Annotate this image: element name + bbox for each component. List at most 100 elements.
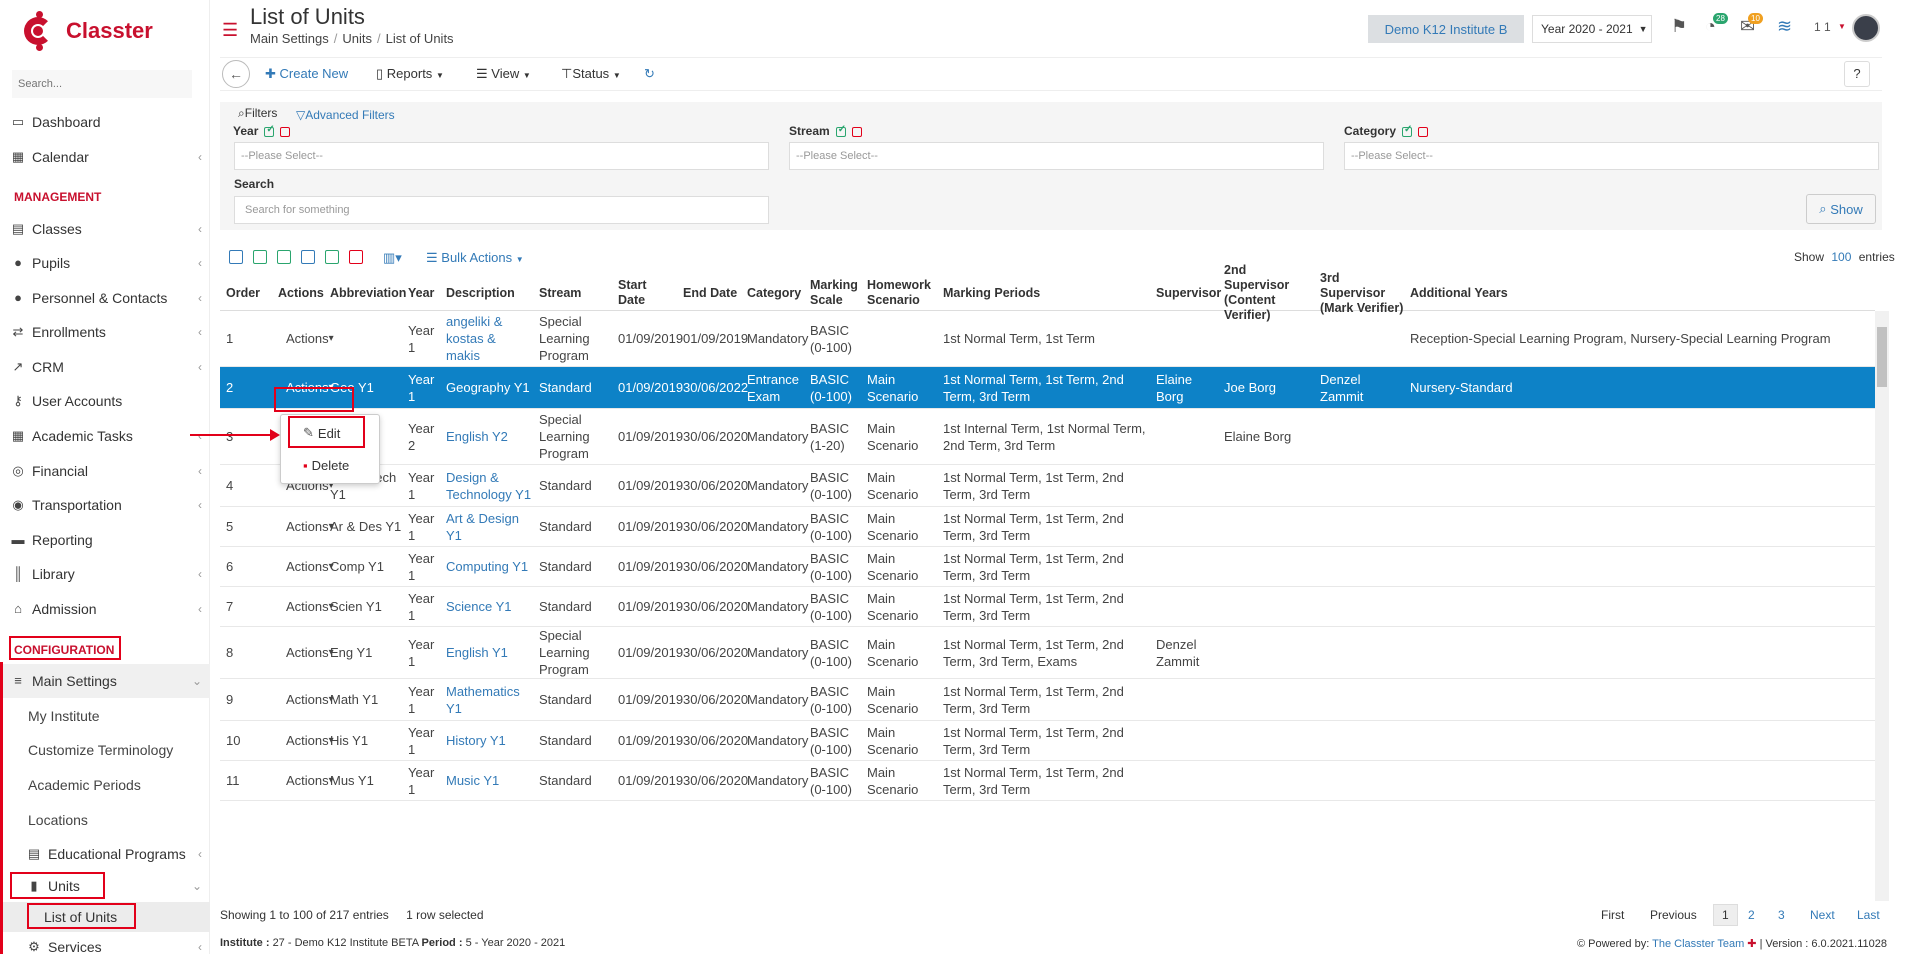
table-row[interactable]: 7 Actions ▾ Scien Y1 Year 1 Science Y1 Standa… [220, 587, 1875, 627]
export-csv-icon[interactable] [277, 250, 291, 264]
sidebar-item-customize-terminology[interactable]: Customize Terminology [0, 733, 210, 767]
sidebar-item-financial[interactable]: ◎ Financial ‹ [0, 454, 210, 488]
export-excel-icon[interactable] [253, 250, 267, 264]
cell-description[interactable]: Design & Technology Y1 [446, 465, 533, 506]
table-row[interactable]: 2 Actions ▾ Geo Y1 Year 1 Geography Y1 Standa… [220, 367, 1875, 409]
cell-description[interactable]: Mathematics Y1 [446, 679, 533, 720]
table-row[interactable]: 11 Actions ▾ Mus Y1 Year 1 Music Y1 Standard 0… [220, 761, 1875, 801]
column-header-supervisor[interactable]: Supervisor [1156, 275, 1218, 311]
sidebar-item-personnel[interactable]: ● Personnel & Contacts ‹ [0, 281, 210, 315]
copy-icon[interactable] [301, 250, 315, 264]
actions-button[interactable]: Actions ▾ [278, 311, 324, 366]
column-header-start-date[interactable]: Start Date [618, 275, 677, 311]
actions-button[interactable]: Actions ▾ [278, 627, 324, 678]
delete-menu-item[interactable]: ▪ Delete [281, 451, 381, 479]
sidebar-item-library[interactable]: ║ Library ‹ [0, 557, 210, 591]
cell-description[interactable]: Geography Y1 [446, 367, 533, 408]
breadcrumb-units[interactable]: Units [342, 31, 372, 46]
bulk-actions-button[interactable]: ☰ Bulk Actions ▼ [426, 250, 524, 266]
actions-button[interactable]: Actions ▾ [278, 547, 324, 586]
actions-button[interactable]: Actions ▾ [278, 679, 324, 720]
user-count[interactable]: 1 1 [1814, 20, 1831, 34]
scroll-thumb[interactable] [1877, 327, 1887, 387]
column-header-2nd-supervisor[interactable]: 2nd Supervisor (Content Verifier) [1224, 275, 1314, 311]
search-input[interactable]: Search for something [234, 196, 769, 224]
create-new-button[interactable]: ✚ Create New [265, 66, 348, 82]
select-all-icon[interactable] [264, 127, 274, 137]
sidebar-search-input[interactable] [12, 70, 192, 98]
cell-description[interactable]: English Y1 [446, 627, 533, 678]
print-icon[interactable] [229, 250, 243, 264]
table-row[interactable]: 6 Actions ▾ Comp Y1 Year 1 Computing Y1 Stand… [220, 547, 1875, 587]
cell-description[interactable]: Art & Design Y1 [446, 507, 533, 546]
select-all-icon[interactable] [325, 250, 339, 264]
flag-icon[interactable]: ⚑ [1671, 16, 1687, 37]
show-button[interactable]: ⌕ Show [1806, 194, 1876, 224]
sidebar-item-services[interactable]: ⚙ Services ‹ [0, 937, 210, 954]
sidebar-item-educational-programs[interactable]: ▤ Educational Programs ‹ [0, 837, 210, 871]
cell-description[interactable]: Computing Y1 [446, 547, 533, 586]
institute-button[interactable]: Demo K12 Institute B [1368, 15, 1524, 43]
sidebar-item-enrollments[interactable]: ⇄ Enrollments ‹ [0, 315, 210, 349]
actions-button[interactable]: Actions ▾ [278, 721, 324, 760]
deselect-icon[interactable] [349, 250, 363, 264]
cell-description[interactable]: History Y1 [446, 721, 533, 760]
avatar[interactable] [1852, 14, 1880, 42]
sidebar-item-dashboard[interactable]: ▭ Dashboard [0, 105, 210, 139]
column-header-stream[interactable]: Stream [539, 275, 612, 311]
status-button[interactable]: ⊤Status ▼ [561, 66, 621, 82]
table-row[interactable]: 4Actions ▾Des & Tech Y1Year 1Design & Te… [220, 465, 1875, 507]
pager-page-1[interactable]: 1 [1713, 908, 1738, 922]
cell-description[interactable]: angeliki & kostas & makis [446, 311, 533, 366]
layers-icon[interactable]: ≋ [1777, 16, 1792, 37]
table-row[interactable]: 8 Actions ▾ Eng Y1 Year 1 English Y1 Special … [220, 627, 1875, 679]
hamburger-menu-icon[interactable]: ☰ [222, 20, 238, 41]
select-all-icon[interactable] [836, 127, 846, 137]
actions-button[interactable]: Actions ▾ [278, 587, 324, 626]
sidebar-item-reporting[interactable]: ▬ Reporting [0, 523, 210, 557]
column-header-marking-periods[interactable]: Marking Periods [943, 275, 1150, 311]
view-button[interactable]: ☰ View ▼ [476, 66, 531, 82]
sidebar-item-main-settings[interactable]: ≡ Main Settings ⌄ [0, 664, 210, 698]
pager-last[interactable]: Last [1857, 908, 1880, 922]
reports-button[interactable]: ▯ Reports ▼ [376, 66, 444, 82]
column-header-description[interactable]: Description [446, 275, 533, 311]
sidebar-item-user-accounts[interactable]: ⚷ User Accounts [0, 384, 210, 418]
sidebar-item-transportation[interactable]: ◉ Transportation ‹ [0, 488, 210, 522]
category-select-input[interactable]: --Please Select-- [1344, 142, 1879, 170]
column-header-order[interactable]: Order [226, 275, 272, 311]
year-select-input[interactable]: --Please Select-- [234, 142, 769, 170]
stream-select-input[interactable]: --Please Select-- [789, 142, 1324, 170]
table-row[interactable]: 1 Actions ▾ Year 1 angeliki & kostas & maki… [220, 311, 1875, 367]
sidebar-item-classes[interactable]: ▤ Classes ‹ [0, 212, 210, 246]
clear-icon[interactable] [1418, 127, 1428, 137]
caret-down-icon[interactable]: ▼ [1838, 22, 1846, 31]
column-header-year[interactable]: Year [408, 275, 440, 311]
pager-first[interactable]: First [1601, 908, 1624, 922]
back-button[interactable]: ← [222, 60, 250, 88]
breadcrumb-main-settings[interactable]: Main Settings [250, 31, 329, 46]
cell-description[interactable]: Music Y1 [446, 761, 533, 800]
help-button[interactable]: ? [1844, 61, 1870, 87]
sidebar-item-my-institute[interactable]: My Institute [0, 699, 210, 733]
clear-icon[interactable] [852, 127, 862, 137]
column-header-abbreviation[interactable]: Abbreviation [330, 275, 402, 311]
sidebar-item-calendar[interactable]: ▦ Calendar ‹ [0, 140, 210, 174]
actions-button[interactable]: Actions ▾ [278, 507, 324, 546]
refresh-icon[interactable]: ↻ [644, 66, 655, 82]
actions-button[interactable]: Actions ▾ [278, 761, 324, 800]
advanced-filters-link[interactable]: ▽Advanced Filters [296, 108, 395, 122]
entries-count-select[interactable]: 100 [1831, 250, 1851, 264]
column-header-actions[interactable]: Actions [278, 275, 324, 311]
sidebar-item-academic-periods[interactable]: Academic Periods [0, 768, 210, 802]
column-header-3rd-supervisor[interactable]: 3rd Supervisor (Mark Verifier) [1320, 275, 1404, 311]
table-row[interactable]: 10 Actions ▾ His Y1 Year 1 History Y1 Standar… [220, 721, 1875, 761]
sidebar-item-locations[interactable]: Locations [0, 803, 210, 837]
pager-next[interactable]: Next [1810, 908, 1835, 922]
column-header-marking-scale[interactable]: Marking Scale [810, 275, 861, 311]
table-row[interactable]: 9 Actions ▾ Math Y1 Year 1 Mathematics Y1 Sta… [220, 679, 1875, 721]
logo[interactable]: Classter [20, 10, 153, 52]
column-header-category[interactable]: Category [747, 275, 804, 311]
year-select[interactable]: Year 2020 - 2021 ▼ [1532, 15, 1652, 43]
